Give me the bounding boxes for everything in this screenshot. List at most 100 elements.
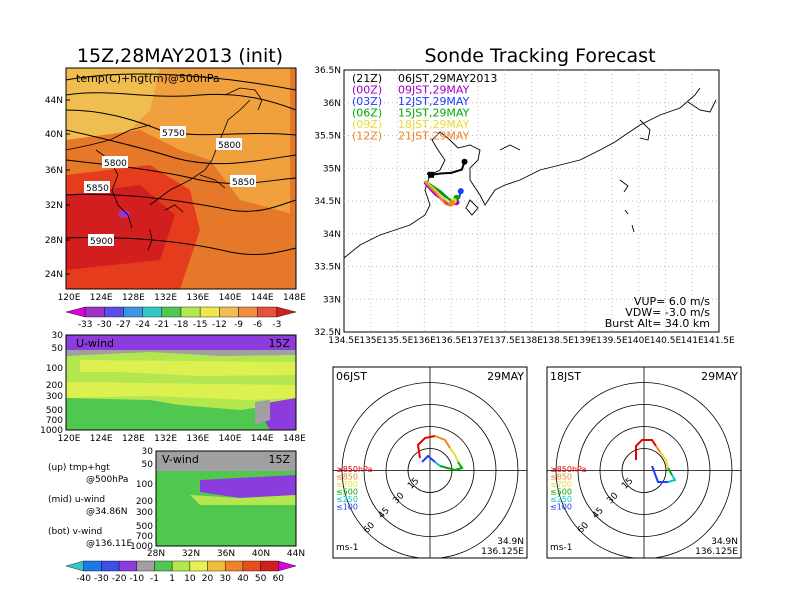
note-up-1: (up) tmp+hgt: [48, 463, 110, 473]
note-bot-2: @136.11E: [86, 539, 132, 549]
legend-tag: (21Z): [352, 72, 382, 85]
lon-tick-label: 138.5E: [543, 336, 575, 346]
pressure-tick-label: 200: [46, 381, 63, 391]
contour-label: 5850: [86, 184, 109, 194]
legend-time: 21JST,29MAY: [398, 130, 470, 143]
colorbar-swatch: [207, 560, 226, 572]
lon-tick-label: 141.5E: [703, 336, 735, 346]
lon-tick-label: 136E: [186, 434, 209, 444]
lat-tick-label: 44N: [287, 549, 305, 559]
colorbar-swatch: [65, 560, 84, 572]
colorbar-swatch: [189, 560, 208, 572]
temp-colorbar: -33 -30 -27 -24 -21 -18 -15 -12 -9 -6 -3: [65, 306, 297, 330]
pressure-tick-label: 1000: [40, 426, 63, 436]
contour-label-bg: [102, 156, 128, 168]
contour-label: 5800: [104, 159, 127, 169]
lon-tick-label: 144E: [251, 293, 274, 303]
hodograph-line: [667, 474, 677, 483]
polar-unit: ms-1: [550, 543, 572, 553]
colorbar-label: -3: [272, 320, 281, 330]
pressure-tick-label: 30: [142, 447, 154, 457]
lat-tick-label: 33.5N: [314, 263, 341, 273]
contour-label-bg: [88, 234, 114, 246]
lon-tick-label: 141E: [681, 336, 704, 346]
track-end-point: [461, 158, 468, 165]
lon-tick-label: 139E: [574, 336, 597, 346]
colorbar-label: -15: [193, 320, 208, 330]
pressure-tick-label: 300: [46, 392, 63, 402]
legend-time: 18JST,29MAY: [398, 118, 470, 131]
colorbar-swatch: [219, 306, 239, 318]
contour-label-bg: [160, 126, 186, 138]
sonde-params: VUP= 6.0 m/s VDW= -3.0 m/s Burst Alt= 34…: [605, 295, 711, 330]
lon-tick-label: 132E: [154, 434, 177, 444]
lon-tick-label: 120E: [58, 293, 81, 303]
polar-legend-item: ≤500: [336, 488, 358, 497]
polar-lat: 34.9N: [711, 537, 738, 547]
lat-tick-label: 36N: [45, 166, 63, 176]
contour-labels: 5750 5800 5800 5850 5850 5900: [84, 126, 256, 247]
colorbar-label: -30: [97, 320, 112, 330]
v-lat-ticks: 28N 32N 36N 40N 44N: [147, 549, 305, 559]
lon-tick-label: 148E: [283, 434, 306, 444]
legend-time: 12JST,29MAY: [398, 95, 470, 108]
lat-tick-label: 34N: [323, 230, 341, 240]
colorbar-label: -27: [116, 320, 131, 330]
colorbar-swatch: [171, 560, 191, 572]
hodograph-line: [434, 461, 441, 467]
u-wind-time: 15Z: [268, 337, 290, 350]
lon-tick-label: 144E: [251, 434, 274, 444]
lon-tick-label: 148E: [283, 293, 306, 303]
lon-tick-label: 135E: [359, 336, 382, 346]
colorbar-swatch: [84, 306, 105, 318]
colorbar-label: 40: [237, 574, 249, 584]
colorbar-label: -1: [150, 574, 159, 584]
lon-tick-label: 140E: [627, 336, 650, 346]
polar-legend-item: ≤850: [550, 473, 572, 482]
contour-label-bg: [84, 181, 110, 193]
lat-tick-label: 34.5N: [314, 197, 341, 207]
colorbar-label: 60: [273, 574, 285, 584]
polar-unit: ms-1: [336, 543, 358, 553]
lat-tick-label: 24N: [45, 270, 63, 280]
hodograph-line: [449, 447, 459, 463]
lon-tick-label: 138E: [520, 336, 543, 346]
lon-tick-label: 136E: [186, 293, 209, 303]
polar-legend-item: ≤250: [336, 495, 358, 504]
lon-tick-label: 136E: [413, 336, 436, 346]
lon-tick-label: 137.5E: [489, 336, 521, 346]
hodograph-line: [667, 467, 673, 476]
track-end-point: [457, 188, 464, 195]
legend-tag: (09Z): [352, 118, 382, 131]
colorbar-swatch: [123, 306, 143, 318]
lat-tick-label: 44N: [45, 96, 63, 106]
track-end-point: [449, 199, 456, 206]
pressure-tick-label: 300: [136, 508, 153, 518]
hodograph-line: [421, 454, 436, 463]
wind-colorbar: -40 -30 -20 -10 -1 1 10 20 30 40 50 60: [65, 560, 297, 584]
polar-time: 06JST: [336, 370, 367, 383]
param-burst: Burst Alt= 34.0 km: [605, 317, 710, 330]
temp-map: temp(C)+hgt(m)@500hPa 5750 5800 5800 5850 58…: [45, 67, 306, 303]
polar-legend-item: ≤250: [550, 495, 572, 504]
polar-legend-item: ≤850: [336, 473, 358, 482]
polar-time: 18JST: [550, 370, 581, 383]
colorbar-swatch: [276, 306, 297, 318]
polar-legend-item: ≥850hPa: [550, 465, 587, 474]
colorbar-label: -40: [76, 574, 91, 584]
colorbar-swatch: [154, 560, 173, 572]
pressure-tick-label: 700: [46, 416, 63, 426]
contour-label: 5800: [218, 141, 241, 151]
legend-tag: (06Z): [352, 107, 382, 120]
colorbar-label: -18: [174, 320, 189, 330]
lat-tick-label: 28N: [147, 549, 165, 559]
lon-tick-label: 137E: [466, 336, 489, 346]
lat-tick-label: 36N: [323, 99, 341, 109]
colorbar-label: -30: [94, 574, 109, 584]
lon-tick-label: 136.5E: [435, 336, 467, 346]
colorbar-label: -21: [154, 320, 169, 330]
